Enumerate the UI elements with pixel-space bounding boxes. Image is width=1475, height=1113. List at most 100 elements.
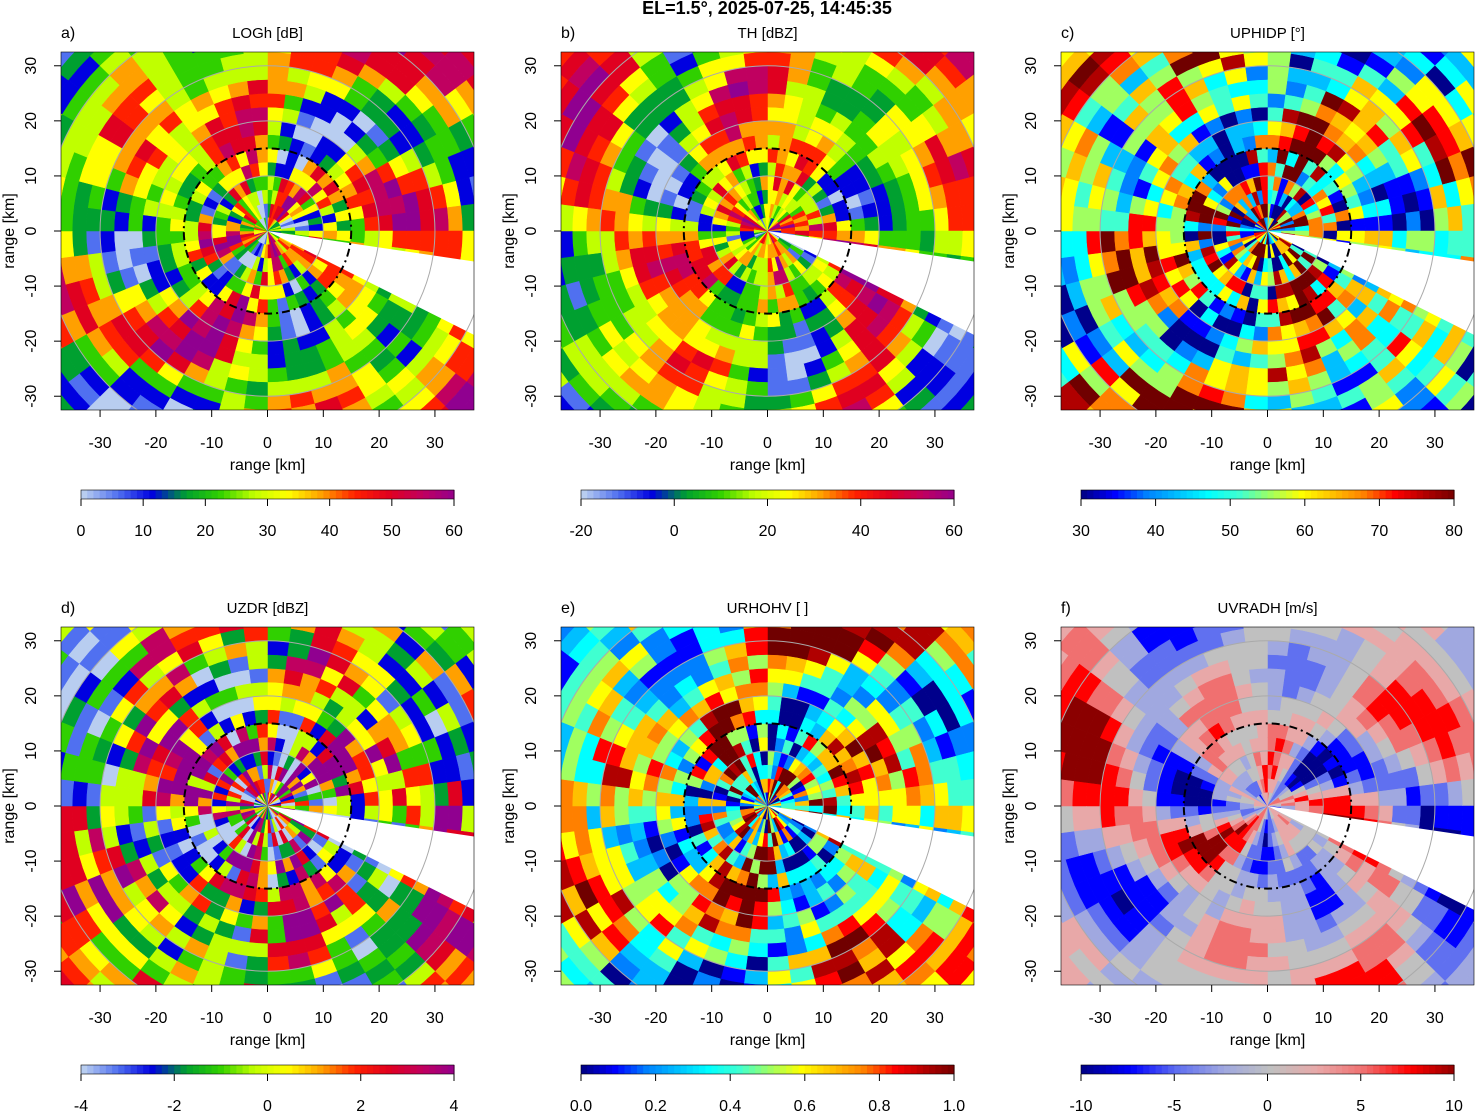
colorbar-cell [1298,490,1306,499]
radar-cell [1469,176,1474,200]
radar-cell [1252,326,1268,342]
radar-cell [135,564,171,591]
radar-cell [628,458,666,486]
colorbar-cell [730,490,738,499]
radar-cell [972,113,974,117]
radar-cell [267,120,283,136]
radar-cell [322,796,338,807]
radar-cell [1267,79,1288,95]
range-ring [155,120,380,342]
radar-cell [606,4,642,34]
radar-cell [192,52,196,54]
colorbar-cell [398,490,405,499]
radar-cell [128,0,166,4]
radar-cell [115,16,149,45]
x-tick-label: 20 [870,435,888,452]
colorbar-cell [717,490,725,499]
colorbar-cell [168,490,175,499]
colorbar-cell [354,490,362,499]
radar-cell [655,230,671,246]
radar-cell [871,52,873,53]
radar-cell [61,627,75,643]
radar-cell [613,805,630,827]
radar-cell [440,627,450,632]
radar-cell [752,695,768,711]
radar-cell [512,126,537,164]
radar-cell [1429,13,1465,46]
radar-cell [767,873,779,889]
radar-cell [391,787,408,807]
radar-cell [254,134,268,150]
colorbar-cell [304,1065,312,1074]
radar-cell [475,777,491,806]
radar-cell [405,210,422,232]
colorbar-cell [1311,490,1318,499]
colorbar-cell [1186,490,1194,499]
radar-cell [243,969,268,985]
radar-cell [767,969,792,985]
colorbar-cell [599,490,607,499]
radar-cell [466,946,474,963]
radar-cell [767,394,792,410]
colorbar-cell [323,490,331,499]
y-tick-label: 30 [23,57,40,75]
y-tick-label: -10 [23,274,40,297]
radar-cell [767,367,788,383]
radar-cell [1405,210,1422,232]
radar-cell [1267,52,1292,68]
radar-cell [905,230,922,252]
colorbar-cell [360,1065,368,1074]
radar-cell [11,706,35,742]
radar-cell [1218,52,1245,59]
colorbar-tick-label: 0 [77,523,86,540]
radar-cell [202,0,236,5]
radar-cell [1377,230,1394,248]
colorbar-cell [1366,490,1374,499]
radar-cell [106,4,142,34]
colorbar-cell [1429,490,1436,499]
colorbar-cell [1143,490,1150,499]
colorbar-cell [680,490,688,499]
colorbar-cell [186,490,194,499]
colorbar-tick-label: 60 [1296,523,1314,540]
radar-cell [973,313,974,316]
radar-cell [1012,126,1037,164]
radar-cell [497,668,525,706]
radar-cell [267,394,292,410]
radar-cell [267,983,292,985]
radar-cell [440,52,450,57]
panel-title: UPHIDP [°] [1230,25,1305,42]
radar-cell [1166,460,1202,484]
radar-cell [237,572,268,588]
radar-cell [767,695,783,711]
colorbar-cell [1385,490,1393,499]
colorbar-cell [329,490,337,499]
colorbar-cell [149,1065,157,1074]
radar-cell [1433,207,1450,232]
colorbar-cell [398,1065,405,1074]
colorbar-cell [1304,490,1312,499]
colorbar-cell [1093,490,1101,499]
radar-cell [767,326,783,342]
radar-cell [1044,231,1060,260]
x-tick-label: 30 [926,435,944,452]
radar-cell [561,371,569,388]
radar-cell [182,18,213,40]
radar-cell [500,870,524,906]
radar-cell [1339,52,1343,54]
radar-cell [268,586,297,602]
colorbar-tick-label: 50 [1221,523,1239,540]
radar-cell [85,405,95,410]
radar-cell [44,202,60,231]
colorbar-tick-label: 50 [383,523,401,540]
radar-cell [249,928,268,944]
colorbar-cell [230,490,238,499]
radar-cell [1268,0,1299,13]
radar-cell [919,209,936,232]
radar-cell [166,1035,202,1059]
radar-cell [530,195,546,231]
radar-cell [166,460,202,484]
x-tick-label: -10 [700,435,723,452]
radar-cell [1322,18,1353,40]
